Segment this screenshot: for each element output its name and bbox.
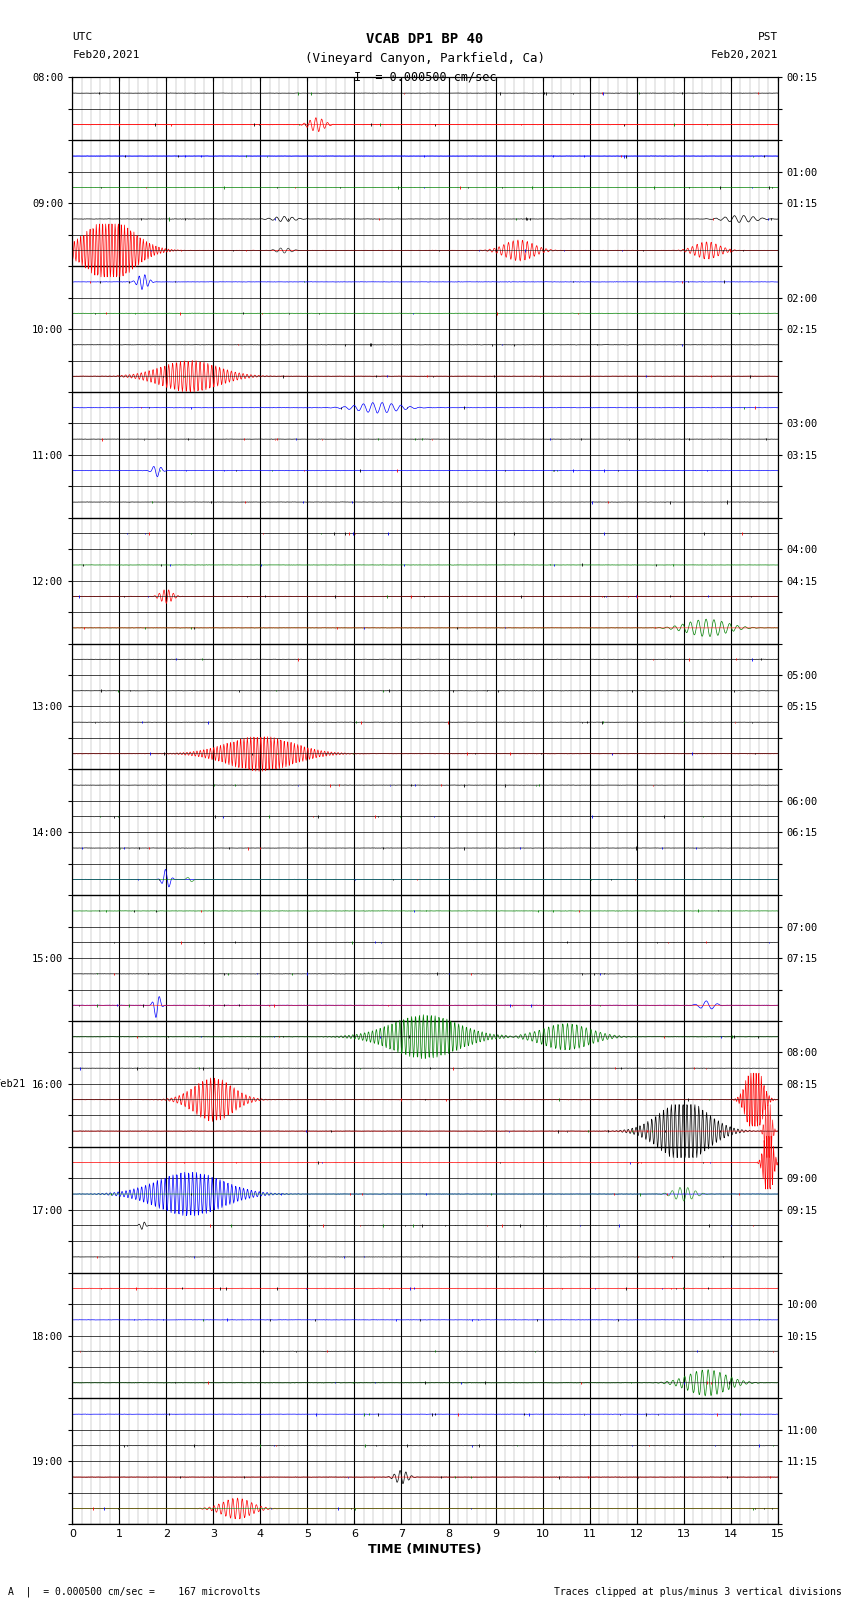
Text: I  = 0.000500 cm/sec: I = 0.000500 cm/sec — [354, 71, 496, 84]
Text: A  |  = 0.000500 cm/sec =    167 microvolts: A | = 0.000500 cm/sec = 167 microvolts — [8, 1586, 261, 1597]
Text: Feb21: Feb21 — [0, 1079, 26, 1089]
Text: VCAB DP1 BP 40: VCAB DP1 BP 40 — [366, 32, 484, 47]
Text: (Vineyard Canyon, Parkfield, Ca): (Vineyard Canyon, Parkfield, Ca) — [305, 52, 545, 65]
Text: UTC: UTC — [72, 32, 93, 42]
Text: PST: PST — [757, 32, 778, 42]
Text: Feb20,2021: Feb20,2021 — [72, 50, 139, 60]
Text: Traces clipped at plus/minus 3 vertical divisions: Traces clipped at plus/minus 3 vertical … — [553, 1587, 842, 1597]
Text: Feb20,2021: Feb20,2021 — [711, 50, 778, 60]
X-axis label: TIME (MINUTES): TIME (MINUTES) — [368, 1544, 482, 1557]
